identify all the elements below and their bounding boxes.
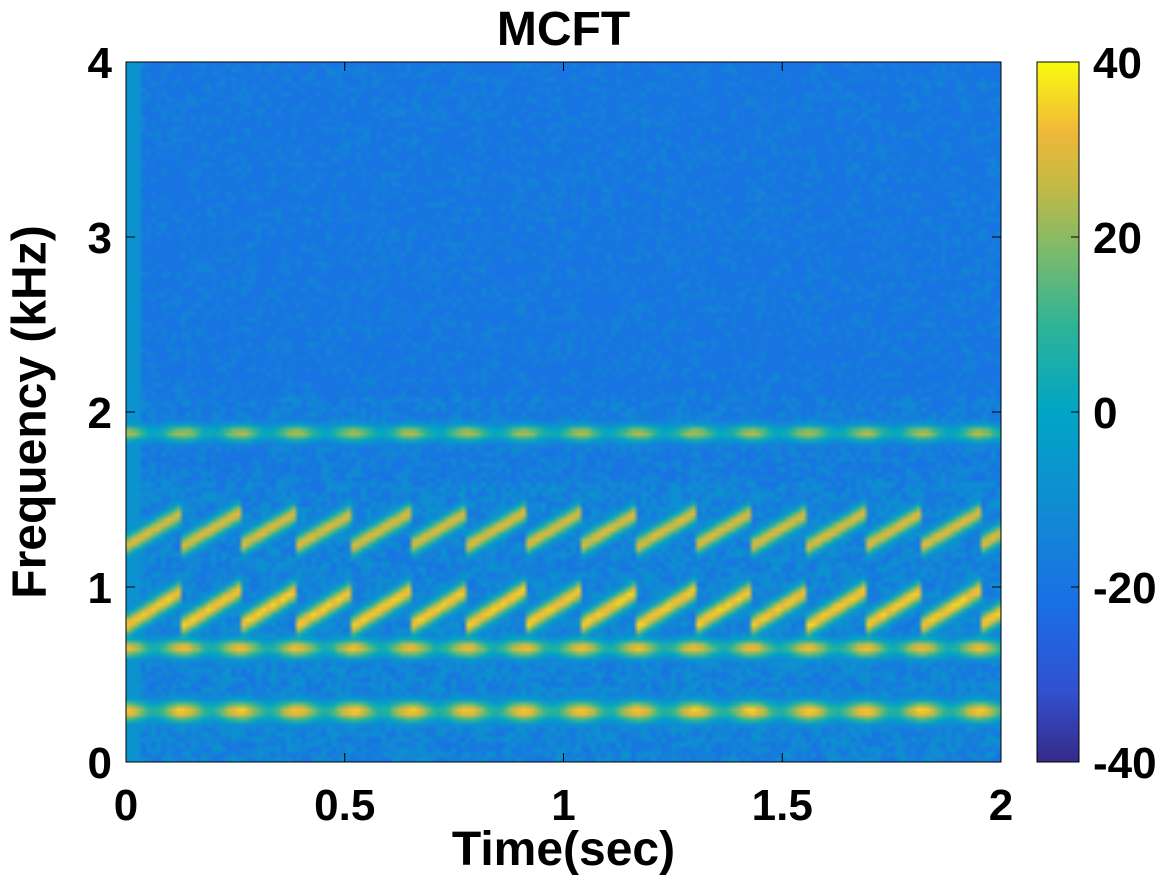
- colorbar-tick-label: 40: [1093, 39, 1142, 88]
- y-axis-ticks: 0 1 2 3 4: [88, 39, 1001, 788]
- x-tick-label: 2: [989, 781, 1013, 830]
- y-tick-label: 3: [88, 214, 112, 263]
- x-tick-label: 0.5: [314, 781, 375, 830]
- colorbar-tick-label: 20: [1093, 214, 1142, 263]
- x-axis-label: Time(sec): [451, 823, 676, 876]
- x-axis-ticks: 0 0.5 1 1.5 2: [114, 62, 1013, 830]
- colorbar-tick-label: 0: [1093, 389, 1117, 438]
- y-tick-label: 4: [88, 39, 113, 88]
- y-tick-label: 1: [88, 564, 112, 613]
- x-tick-label: 0: [114, 781, 138, 830]
- chart-title: MCFT: [496, 3, 631, 56]
- y-tick-label: 0: [88, 739, 112, 788]
- x-tick-label: 1.5: [752, 781, 813, 830]
- colorbar-ticks: -40 -20 0 20 40: [1071, 39, 1157, 788]
- x-tick-label: 1: [551, 781, 575, 830]
- colorbar-tick-label: -20: [1093, 564, 1157, 613]
- spectrogram-image: [126, 62, 1001, 762]
- spectrogram-heatmap: [126, 62, 1001, 762]
- y-tick-label: 2: [88, 389, 112, 438]
- colorbar-tick-label: -40: [1093, 739, 1157, 788]
